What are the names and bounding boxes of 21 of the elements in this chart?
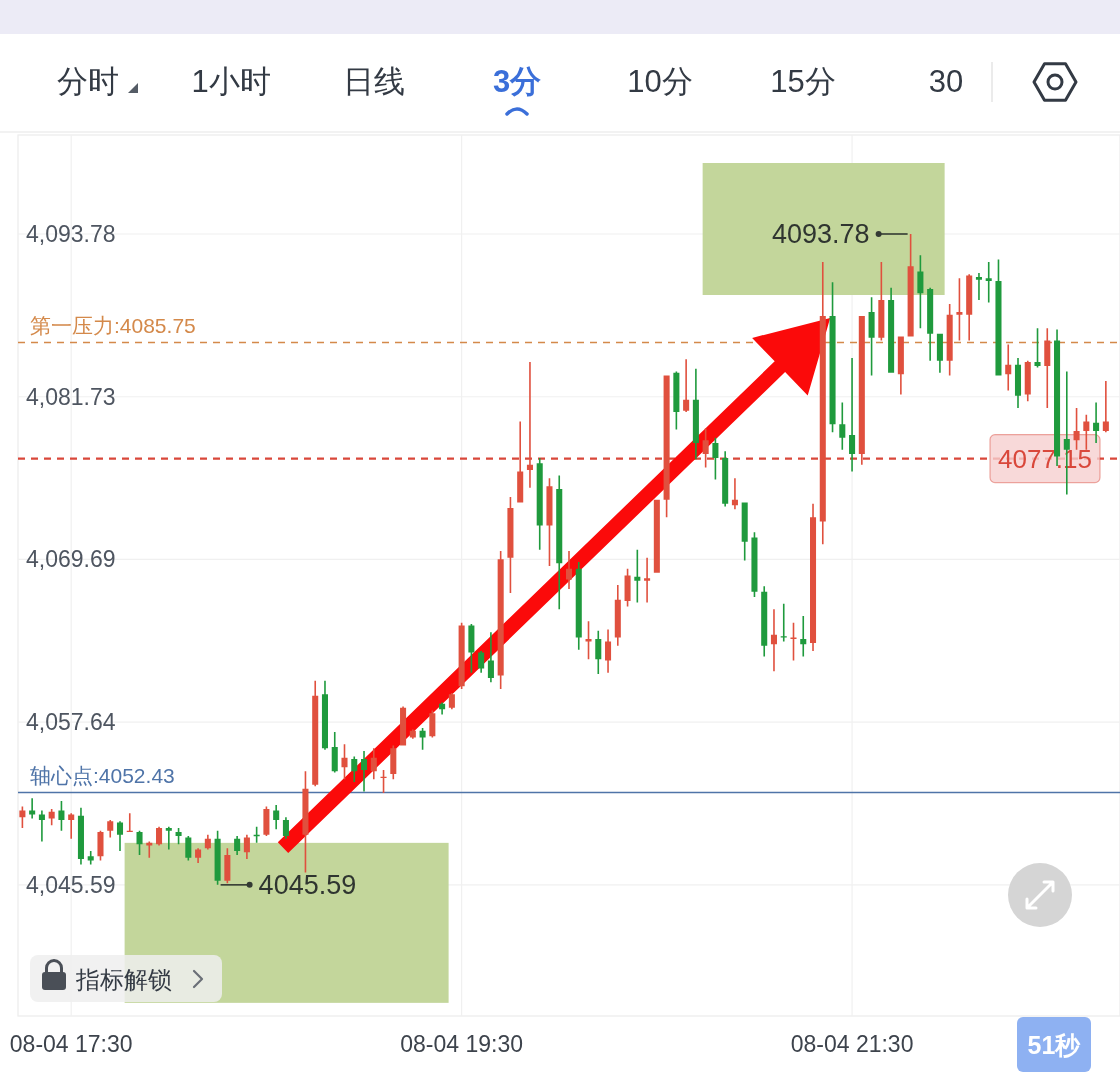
text: 15分 xyxy=(770,64,836,99)
x-tick-label: 08-04 21:30 xyxy=(790,1031,914,1057)
text: 10分 xyxy=(627,64,693,99)
text: 1小时 xyxy=(191,64,271,99)
ref-line-label: 第一压力:4085.75 xyxy=(30,314,196,338)
text: 日线 xyxy=(343,64,405,99)
x-tick-label: 08-04 19:30 xyxy=(400,1031,524,1057)
text: 分时 xyxy=(57,64,119,99)
x-tick-label: 08-04 17:30 xyxy=(9,1031,133,1057)
text: 51秒 xyxy=(1027,1031,1082,1059)
annotation: 4045.59 xyxy=(258,869,357,900)
y-tick-label: 4,057.64 xyxy=(26,709,116,736)
annotation: 指标解锁 xyxy=(75,966,172,993)
ref-line-label: 轴心点:4052.43 xyxy=(30,764,175,788)
y-tick-label: 4,081.73 xyxy=(26,383,116,410)
annotation: 4093.78 xyxy=(772,219,870,249)
y-tick-label: 4,069.69 xyxy=(26,546,116,573)
y-tick-label: 4,093.78 xyxy=(26,221,116,247)
text: 3分 xyxy=(492,64,542,99)
y-tick-label: 4,045.59 xyxy=(26,871,116,898)
text: 30 xyxy=(928,64,964,99)
